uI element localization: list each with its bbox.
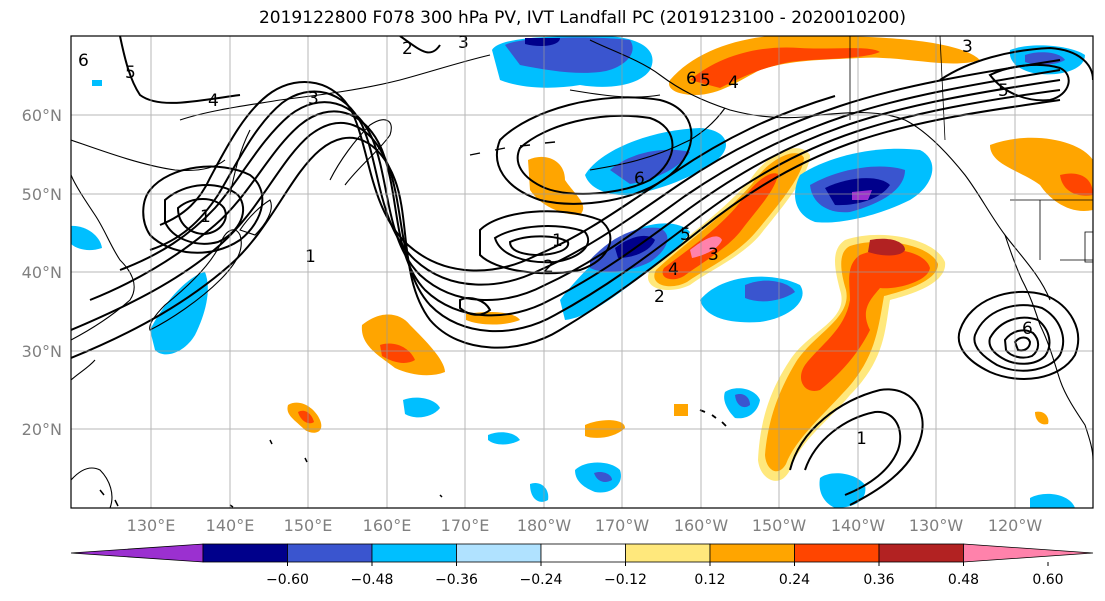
colorbar-extend-low: [70, 543, 204, 563]
colorbar-tick-label: 0.60: [1032, 572, 1063, 588]
lat-label: 40°N: [22, 263, 62, 282]
lon-label: 120°W: [988, 516, 1043, 535]
colorbar-bin: [878, 543, 964, 563]
map-frame: [70, 35, 1094, 509]
pv-contours: [71, 36, 1093, 506]
colorbar-bin: [287, 543, 373, 563]
contour-label: 3: [962, 37, 973, 57]
coastlines: [71, 36, 1093, 508]
contour-label: 5: [998, 81, 1009, 101]
contour-label: 4: [208, 91, 219, 111]
contour-label: 1: [856, 429, 867, 449]
contour-label: 2: [543, 257, 554, 277]
colorbar-extend-high: [963, 543, 1094, 563]
colorbar-tick-label: 0.24: [779, 572, 810, 588]
latitude-labels: 60°N 50°N 40°N 30°N 20°N: [22, 106, 62, 439]
colorbar-bin: [709, 543, 795, 563]
colorbar-ticks: −0.60 −0.48 −0.36 −0.24 −0.12 0.12 0.24 0.36 0.4…: [266, 562, 1064, 588]
lon-label: 170°W: [595, 516, 650, 535]
lon-label: 130°E: [127, 516, 176, 535]
contour-label: 5: [125, 63, 136, 83]
contour-label: 5: [680, 225, 691, 245]
colorbar-tick-label: −0.48: [351, 572, 394, 588]
lon-label: 170°E: [441, 516, 490, 535]
colorbar-bin: [540, 543, 626, 563]
contour-label: 6: [686, 69, 697, 89]
contour-label: 6: [634, 169, 645, 189]
colorbar-bin: [202, 543, 288, 563]
contour-label: 1: [305, 247, 316, 267]
colorbar-tick-label: 0.12: [694, 572, 725, 588]
colorbar-bin: [625, 543, 711, 563]
contour-labels: 2 4 3 5 6 1 1 2 6 5 4 3 2 5 3 6 5 4 3 6 …: [78, 33, 1033, 449]
map-title: 2019122800 F078 300 hPa PV, IVT Landfall…: [258, 8, 906, 28]
lon-label: 160°W: [674, 516, 729, 535]
contour-label: 4: [728, 73, 739, 93]
contour-label: 4: [668, 260, 679, 280]
lon-label: 180°W: [517, 516, 572, 535]
contour-label: 6: [1022, 319, 1033, 339]
colorbar-bin: [794, 543, 880, 563]
colorbar-tick-label: −0.24: [520, 572, 563, 588]
lat-label: 20°N: [22, 420, 62, 439]
lon-label: 150°E: [284, 516, 333, 535]
colorbar-tick-label: 0.36: [863, 572, 894, 588]
colorbar-tick-label: 0.48: [948, 572, 979, 588]
colorbar: [70, 543, 1094, 563]
lon-label: 140°E: [206, 516, 255, 535]
contour-label: 5: [700, 71, 711, 91]
lon-label: 150°W: [752, 516, 807, 535]
lat-label: 60°N: [22, 106, 62, 125]
positive-anomaly-fills: [287, 36, 1093, 481]
colorbar-tick-label: −0.36: [435, 572, 478, 588]
gridlines: [71, 36, 1093, 508]
lat-label: 30°N: [22, 342, 62, 361]
lat-label: 50°N: [22, 185, 62, 204]
contour-label: 2: [654, 287, 665, 307]
contour-label: 2: [402, 39, 413, 59]
colorbar-tick-label: −0.12: [604, 572, 647, 588]
contour-label: 6: [78, 51, 89, 71]
contour-label: 1: [552, 231, 563, 251]
colorbar-tick-label: −0.60: [266, 572, 309, 588]
lon-label: 140°W: [831, 516, 886, 535]
contour-label: 3: [308, 89, 319, 109]
lon-label: 160°E: [363, 516, 412, 535]
contour-label: 3: [458, 33, 469, 53]
colorbar-bin: [456, 543, 542, 563]
contour-label: 3: [708, 245, 719, 265]
longitude-labels: 130°E 140°E 150°E 160°E 170°E 180°W 170°…: [127, 516, 1043, 535]
lon-label: 130°W: [909, 516, 964, 535]
contour-label: 1: [200, 207, 211, 227]
map-panel: 2 4 3 5 6 1 1 2 6 5 4 3 2 5 3 6 5 4 3 6 …: [71, 33, 1093, 508]
colorbar-bin: [371, 543, 457, 563]
